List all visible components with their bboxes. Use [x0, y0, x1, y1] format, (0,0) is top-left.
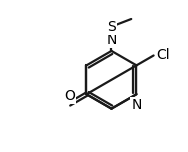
Text: O: O: [64, 89, 75, 103]
Text: S: S: [107, 20, 116, 34]
Text: N: N: [106, 33, 117, 47]
Text: Cl: Cl: [157, 48, 170, 62]
Text: N: N: [131, 98, 142, 112]
